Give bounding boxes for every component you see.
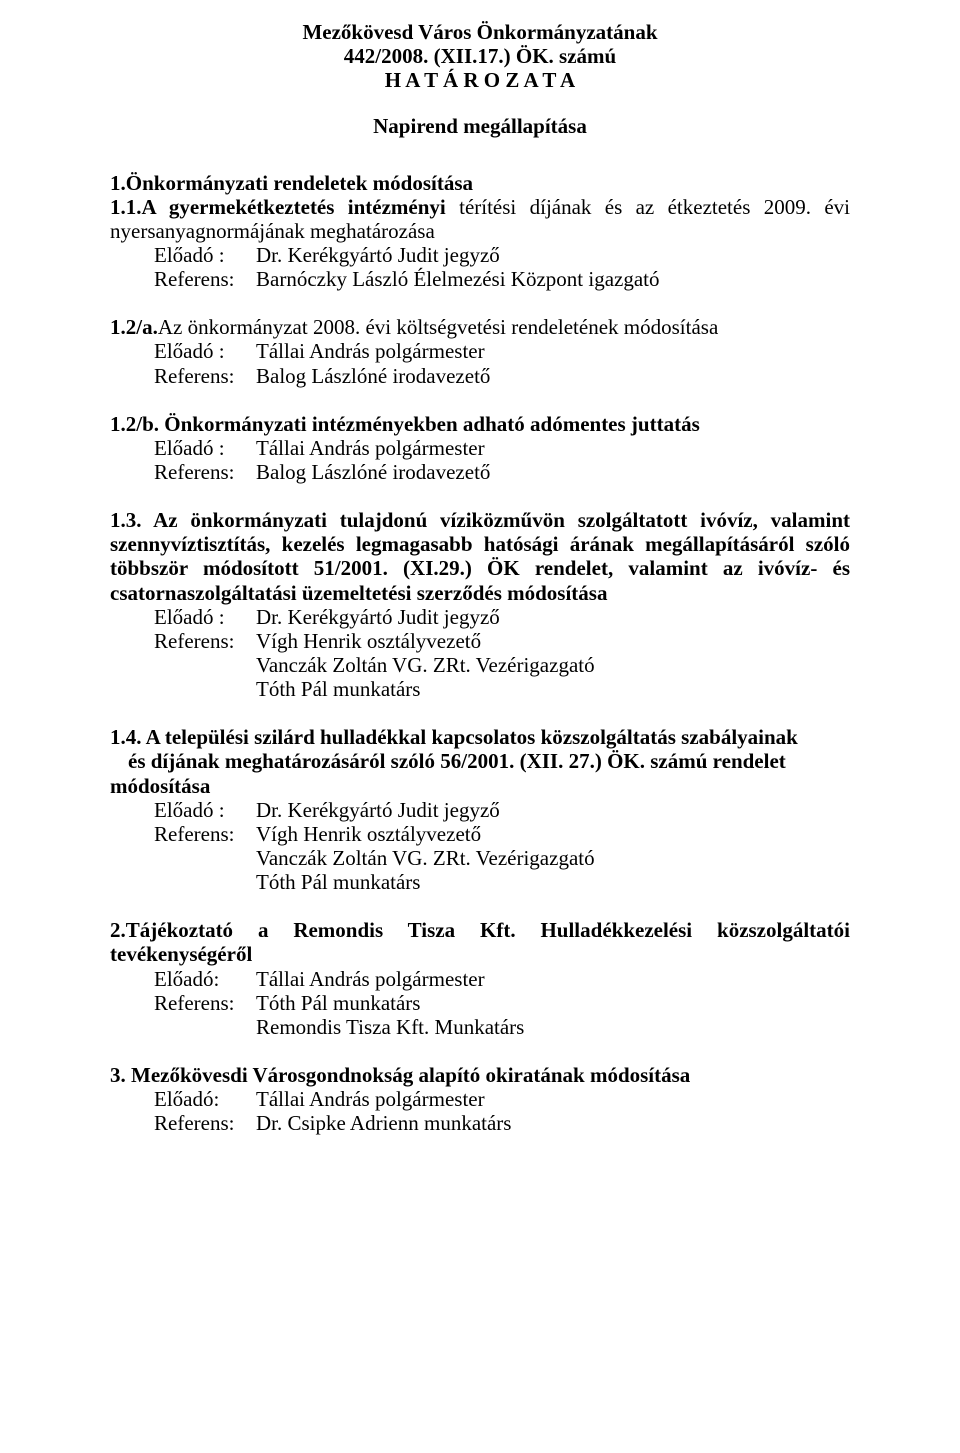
role-value: Balog Lászlóné irodavezető xyxy=(256,460,850,484)
role-value: Remondis Tisza Kft. Munkatárs xyxy=(256,1015,850,1039)
role-row: Előadó :Tállai András polgármester xyxy=(154,436,850,460)
role-label: Előadó : xyxy=(154,436,256,460)
role-row: Vanczák Zoltán VG. ZRt. Vezérigazgató xyxy=(154,846,850,870)
item-title: 1.1.A gyermekétkeztetés intézményi térít… xyxy=(110,195,850,243)
item-title: 1.4. A települési szilárd hulladékkal ka… xyxy=(110,725,850,749)
role-row: Referens:Vígh Henrik osztályvezető xyxy=(154,822,850,846)
role-label: Előadó: xyxy=(154,967,256,991)
role-label: Előadó : xyxy=(154,798,256,822)
role-value: Tállai András polgármester xyxy=(256,967,850,991)
item-title-indented: és díjának meghatározásáról szóló 56/200… xyxy=(110,749,850,773)
role-row: Vanczák Zoltán VG. ZRt. Vezérigazgató xyxy=(154,653,850,677)
role-label xyxy=(154,1015,256,1039)
agenda-items: 1.Önkormányzati rendeletek módosítása1.1… xyxy=(110,171,850,1136)
document-header: Mezőkövesd Város Önkormányzatának 442/20… xyxy=(110,20,850,92)
roles-block: Előadó:Tállai András polgármesterReferen… xyxy=(154,1087,850,1135)
role-label xyxy=(154,677,256,701)
role-value: Tóth Pál munkatárs xyxy=(256,870,850,894)
role-label: Előadó: xyxy=(154,1087,256,1111)
role-row: Remondis Tisza Kft. Munkatárs xyxy=(154,1015,850,1039)
role-row: Referens:Dr. Csipke Adrienn munkatárs xyxy=(154,1111,850,1135)
roles-block: Előadó :Tállai András polgármesterRefere… xyxy=(154,339,850,387)
role-value: Tállai András polgármester xyxy=(256,339,850,363)
role-row: Tóth Pál munkatárs xyxy=(154,677,850,701)
role-value: Dr. Kerékgyártó Judit jegyző xyxy=(256,605,850,629)
agenda-item: 3. Mezőkövesdi Városgondnokság alapító o… xyxy=(110,1063,850,1135)
header-subtitle: Napirend megállapítása xyxy=(110,114,850,138)
item-title-bold: 1.3. Az önkormányzati tulajdonú víziközm… xyxy=(110,508,850,604)
roles-block: Előadó:Tállai András polgármesterReferen… xyxy=(154,967,850,1039)
role-value: Dr. Kerékgyártó Judit jegyző xyxy=(256,243,850,267)
role-value: Dr. Csipke Adrienn munkatárs xyxy=(256,1111,850,1135)
role-row: Előadó :Dr. Kerékgyártó Judit jegyző xyxy=(154,798,850,822)
item-title: 3. Mezőkövesdi Városgondnokság alapító o… xyxy=(110,1063,850,1087)
role-value: Tállai András polgármester xyxy=(256,436,850,460)
item-title: 1.3. Az önkormányzati tulajdonú víziközm… xyxy=(110,508,850,605)
role-label: Referens: xyxy=(154,629,256,653)
roles-block: Előadó :Dr. Kerékgyártó Judit jegyzőRefe… xyxy=(154,798,850,895)
item-title-bold: 1.2/b. Önkormányzati intézményekben adha… xyxy=(110,412,700,436)
role-label: Előadó : xyxy=(154,243,256,267)
role-label: Referens: xyxy=(154,822,256,846)
role-value: Tállai András polgármester xyxy=(256,1087,850,1111)
role-label: Referens: xyxy=(154,1111,256,1135)
item-title-bold: 1.2/a. xyxy=(110,315,158,339)
agenda-item: 1.2/a.Az önkormányzat 2008. évi költségv… xyxy=(110,315,850,387)
role-label xyxy=(154,846,256,870)
role-label: Referens: xyxy=(154,460,256,484)
role-label: Előadó : xyxy=(154,339,256,363)
roles-block: Előadó :Tállai András polgármesterRefere… xyxy=(154,436,850,484)
item-title-bold: 3. Mezőkövesdi Városgondnokság alapító o… xyxy=(110,1063,690,1087)
role-value: Balog Lászlóné irodavezető xyxy=(256,364,850,388)
item-title: 1.2/b. Önkormányzati intézményekben adha… xyxy=(110,412,850,436)
item-title-bold: 2.Tájékoztató a Remondis Tisza Kft. Hull… xyxy=(110,918,850,966)
roles-block: Előadó :Dr. Kerékgyártó Judit jegyzőRefe… xyxy=(154,243,850,291)
role-value: Vanczák Zoltán VG. ZRt. Vezérigazgató xyxy=(256,846,850,870)
agenda-item: 2.Tájékoztató a Remondis Tisza Kft. Hull… xyxy=(110,918,850,1039)
role-row: Referens:Balog Lászlóné irodavezető xyxy=(154,364,850,388)
role-value: Barnóczky László Élelmezési Központ igaz… xyxy=(256,267,850,291)
role-row: Előadó :Dr. Kerékgyártó Judit jegyző xyxy=(154,243,850,267)
role-label: Referens: xyxy=(154,364,256,388)
roles-block: Előadó :Dr. Kerékgyártó Judit jegyzőRefe… xyxy=(154,605,850,702)
role-value: Vígh Henrik osztályvezető xyxy=(256,629,850,653)
item-title: 2.Tájékoztató a Remondis Tisza Kft. Hull… xyxy=(110,918,850,966)
item-title-bold: 1.4. A települési szilárd hulladékkal ka… xyxy=(110,725,798,749)
role-row: Előadó :Dr. Kerékgyártó Judit jegyző xyxy=(154,605,850,629)
role-label: Referens: xyxy=(154,267,256,291)
role-row: Referens:Tóth Pál munkatárs xyxy=(154,991,850,1015)
role-row: Előadó :Tállai András polgármester xyxy=(154,339,850,363)
role-label xyxy=(154,870,256,894)
role-value: Vígh Henrik osztályvezető xyxy=(256,822,850,846)
header-line3: H A T Á R O Z A T A xyxy=(110,68,850,92)
role-row: Előadó:Tállai András polgármester xyxy=(154,967,850,991)
role-value: Tóth Pál munkatárs xyxy=(256,677,850,701)
agenda-item: 1.Önkormányzati rendeletek módosítása1.1… xyxy=(110,171,850,292)
role-label: Referens: xyxy=(154,991,256,1015)
header-line2: 442/2008. (XII.17.) ÖK. számú xyxy=(110,44,850,68)
role-label: Előadó : xyxy=(154,605,256,629)
agenda-item: 1.4. A települési szilárd hulladékkal ka… xyxy=(110,725,850,894)
agenda-item: 1.3. Az önkormányzati tulajdonú víziközm… xyxy=(110,508,850,701)
role-value: Dr. Kerékgyártó Judit jegyző xyxy=(256,798,850,822)
item-section-title: 1.Önkormányzati rendeletek módosítása xyxy=(110,171,850,195)
role-value: Vanczák Zoltán VG. ZRt. Vezérigazgató xyxy=(256,653,850,677)
role-row: Tóth Pál munkatárs xyxy=(154,870,850,894)
role-row: Referens:Vígh Henrik osztályvezető xyxy=(154,629,850,653)
item-title-post: módosítása xyxy=(110,774,850,798)
agenda-item: 1.2/b. Önkormányzati intézményekben adha… xyxy=(110,412,850,484)
role-row: Referens:Balog Lászlóné irodavezető xyxy=(154,460,850,484)
role-row: Előadó:Tállai András polgármester xyxy=(154,1087,850,1111)
role-label xyxy=(154,653,256,677)
role-row: Referens:Barnóczky László Élelmezési Köz… xyxy=(154,267,850,291)
item-title-normal: Az önkormányzat 2008. évi költségvetési … xyxy=(158,315,718,339)
header-line1: Mezőkövesd Város Önkormányzatának xyxy=(110,20,850,44)
item-title: 1.2/a.Az önkormányzat 2008. évi költségv… xyxy=(110,315,850,339)
item-title-bold: 1.1.A gyermekétkeztetés intézményi xyxy=(110,195,459,219)
role-value: Tóth Pál munkatárs xyxy=(256,991,850,1015)
